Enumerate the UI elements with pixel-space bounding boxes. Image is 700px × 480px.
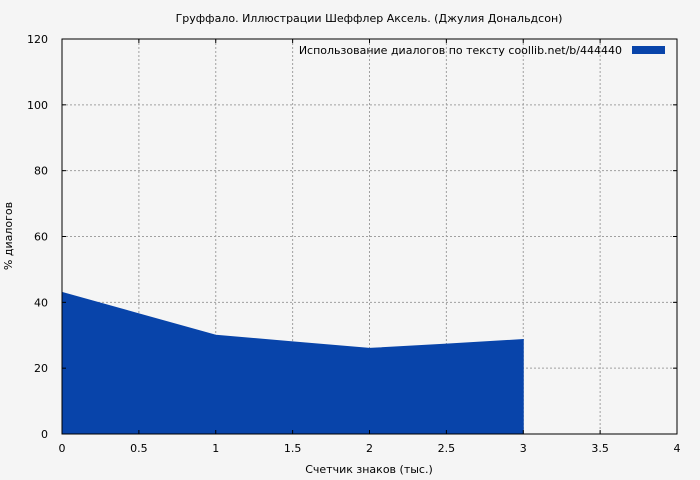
y-tick-label-2: 40 [34, 296, 48, 309]
x-tick-label-6: 3 [520, 442, 527, 455]
data-point-0-3 [292, 341, 294, 343]
x-tick-label-3: 1.5 [284, 442, 302, 455]
y-axis-label: % диалогов [2, 202, 15, 270]
y-tick-label-3: 60 [34, 231, 48, 244]
data-point-0-6 [522, 339, 524, 341]
legend-swatch [632, 46, 665, 54]
data-point-0-1 [138, 313, 140, 315]
x-tick-label-7: 3.5 [591, 442, 609, 455]
series-layer [61, 291, 524, 435]
data-point-0-5 [445, 343, 447, 345]
series-area-0 [61, 291, 524, 435]
legend-label: Использование диалогов по тексту coollib… [299, 44, 622, 57]
y-tick-label-4: 80 [34, 165, 48, 178]
data-point-0-4 [369, 347, 370, 349]
x-tick-label-8: 4 [674, 442, 681, 455]
x-tick-label-5: 2.5 [438, 442, 456, 455]
y-tick-label-6: 120 [27, 33, 48, 46]
x-axis-label: Счетчик знаков (тыс.) [305, 463, 433, 476]
x-tick-label-0: 0 [59, 442, 66, 455]
y-tick-label-0: 0 [41, 428, 48, 441]
x-tick-label-2: 1 [212, 442, 219, 455]
y-tick-label-1: 20 [34, 362, 48, 375]
chart-title: Груффало. Иллюстрации Шеффлер Аксель. (Д… [176, 12, 563, 25]
x-tick-label-1: 0.5 [130, 442, 148, 455]
data-point-0-2 [215, 334, 217, 336]
x-tick-label-4: 2 [366, 442, 373, 455]
legend: Использование диалогов по тексту coollib… [299, 44, 665, 57]
y-tick-label-5: 100 [27, 99, 48, 112]
